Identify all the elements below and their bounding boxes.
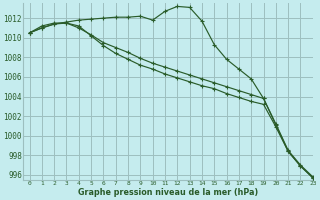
X-axis label: Graphe pression niveau de la mer (hPa): Graphe pression niveau de la mer (hPa) bbox=[78, 188, 258, 197]
